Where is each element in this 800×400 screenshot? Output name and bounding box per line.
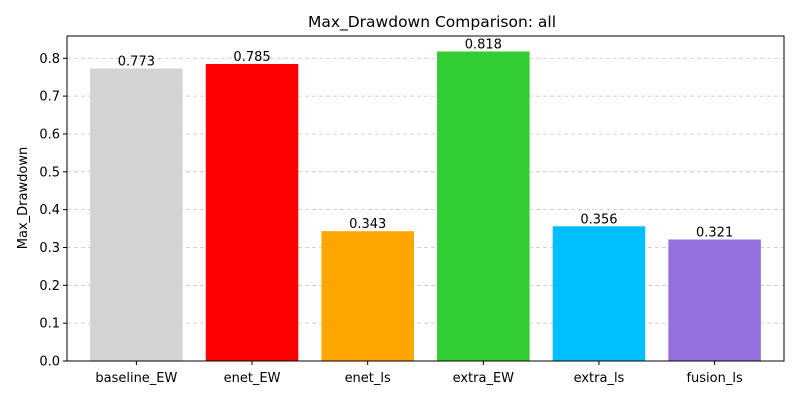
bar-enet_ls	[321, 231, 414, 361]
y-tick-label: 0.6	[39, 127, 60, 142]
y-tick-label: 0.3	[39, 241, 60, 256]
grid-layer	[67, 57, 784, 362]
x-tick-label: extra_ls	[574, 371, 625, 386]
x-tick-label: baseline_EW	[95, 371, 177, 386]
bar-fusion_ls	[668, 239, 761, 361]
value-label-layer: 0.773 0.785 0.343 0.818 0.356 0.321	[118, 37, 733, 240]
bar-layer	[90, 51, 761, 361]
x-tick-label: enet_EW	[224, 371, 281, 386]
bar-value-label: 0.785	[233, 50, 270, 65]
x-axis-ticks: baseline_EW enet_EW enet_ls extra_EW extra_l…	[95, 361, 743, 386]
x-tick-label: fusion_ls	[686, 371, 743, 386]
y-tick-label: 0.7	[39, 90, 60, 105]
x-tick-label: extra_EW	[453, 371, 515, 386]
bar-value-label: 0.773	[118, 55, 155, 70]
y-tick-label: 0.0	[39, 355, 60, 370]
bar-enet_EW	[205, 63, 299, 361]
plot-frame	[66, 35, 785, 362]
y-axis-ticks: 0.0 0.1 0.2 0.3 0.4 0.5 0.6 0.7 0.8	[39, 52, 67, 370]
y-tick-label: 0.5	[39, 165, 60, 180]
bar-value-label: 0.321	[696, 226, 733, 241]
bar-baseline_EW	[90, 68, 183, 361]
y-tick-label: 0.8	[39, 52, 60, 67]
bar-extra_EW	[437, 51, 530, 361]
bar-value-label: 0.343	[349, 217, 386, 232]
bar-extra_ls	[552, 226, 646, 361]
chart-title: Max_Drawdown Comparison: all	[308, 13, 556, 32]
y-tick-label: 0.2	[39, 279, 60, 294]
bar-value-label: 0.818	[465, 37, 502, 52]
y-tick-label: 0.1	[39, 317, 60, 332]
x-tick-label: enet_ls	[345, 371, 391, 386]
bar-value-label: 0.356	[580, 212, 617, 227]
y-axis-label: Max_Drawdown	[16, 147, 31, 249]
y-tick-label: 0.4	[39, 203, 60, 218]
